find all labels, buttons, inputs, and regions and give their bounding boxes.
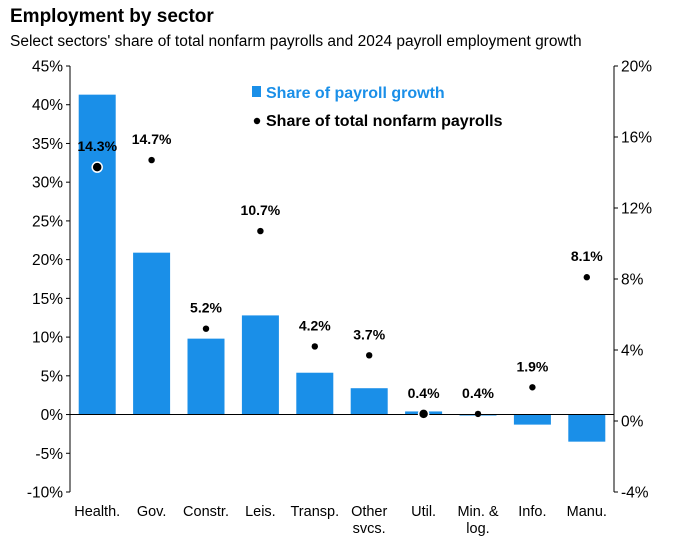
category-label: Other svcs.	[351, 504, 387, 537]
left-tick-label: 5%	[41, 368, 64, 385]
right-tick-label: 4%	[621, 343, 644, 360]
dot-label: 14.7%	[132, 131, 172, 147]
legend: Share of payroll growth Share of total n…	[252, 85, 503, 130]
left-tick-label: 45%	[32, 59, 63, 76]
dot-label: 10.7%	[241, 202, 281, 218]
dot	[474, 410, 482, 418]
right-tick-label: 12%	[621, 201, 652, 218]
category-label: Constr.	[183, 504, 229, 520]
dot	[257, 227, 264, 235]
left-tick-label: 20%	[32, 252, 63, 269]
legend-dot-swatch	[253, 117, 261, 125]
dot	[311, 343, 318, 350]
left-tick-label: 10%	[32, 330, 63, 347]
left-tick-label: 30%	[32, 175, 63, 192]
bar	[241, 315, 279, 415]
bar-series	[78, 94, 606, 442]
category-label: Manu.	[567, 504, 607, 520]
category-label: Gov.	[137, 504, 167, 520]
right-tick-label: 8%	[621, 272, 644, 289]
bar	[296, 372, 334, 415]
left-tick-label: 35%	[32, 136, 63, 153]
left-tick-label: 40%	[32, 97, 63, 114]
right-tick-label: 16%	[621, 130, 652, 147]
dot	[91, 161, 103, 173]
right-tick-label: -4%	[621, 485, 649, 502]
dot-label: 0.4%	[462, 385, 494, 401]
legend-bar-label: Share of payroll growth	[266, 85, 445, 102]
category-label: Transp.	[290, 504, 339, 520]
dot	[529, 384, 536, 391]
left-tick-label: 15%	[32, 291, 63, 308]
dot-labels: 14.3% 14.7% 5.2% 10.7% 4.2% 3.7% 0.4% 0.4% 1.9% 8…	[77, 131, 603, 401]
category-labels: Health. Gov. Constr. Leis. Transp. Other svcs.…	[74, 504, 607, 537]
dot-label: 14.3%	[77, 138, 117, 154]
left-tick-label: -10%	[27, 485, 63, 502]
right-tick-label: 0%	[621, 414, 644, 431]
category-label: Util.	[411, 504, 436, 520]
chart-title: Employment by sector	[10, 6, 214, 27]
dot	[202, 325, 210, 332]
legend-dot-label: Share of total nonfarm payrolls	[266, 113, 503, 130]
bar	[513, 414, 551, 425]
chart-subtitle: Select sectors' share of total nonfarm p…	[10, 33, 582, 50]
legend-bar-swatch	[252, 86, 261, 97]
dot	[417, 408, 430, 420]
dot	[366, 352, 373, 359]
category-label: Health.	[74, 504, 120, 520]
category-label: Leis.	[245, 504, 276, 520]
category-label: Info.	[518, 504, 546, 520]
bar	[568, 414, 606, 442]
dot-label: 1.9%	[516, 358, 548, 374]
category-label: Min. & log.	[457, 504, 498, 537]
left-axis-ticks: -10% -5% 0% 5% 10% 15% 20% 25% 30% 35% 40% 45%	[27, 59, 70, 502]
dot-label: 5.2%	[190, 300, 222, 316]
right-tick-label: 20%	[621, 59, 652, 76]
bar	[78, 94, 116, 415]
dot-label: 3.7%	[353, 326, 385, 342]
left-tick-label: 0%	[41, 407, 64, 424]
bar	[187, 338, 225, 415]
dot	[583, 274, 590, 281]
dot-series	[91, 156, 590, 420]
bar	[133, 252, 171, 415]
dot-label: 8.1%	[571, 248, 603, 264]
dot-label: 4.2%	[299, 317, 331, 333]
dot-label: 0.4%	[408, 385, 440, 401]
dot	[148, 156, 155, 164]
left-tick-label: -5%	[35, 446, 63, 463]
right-axis-ticks: -4% 0% 4% 8% 12% 16% 20%	[614, 59, 652, 502]
bar	[350, 388, 388, 415]
left-tick-label: 25%	[32, 213, 63, 230]
